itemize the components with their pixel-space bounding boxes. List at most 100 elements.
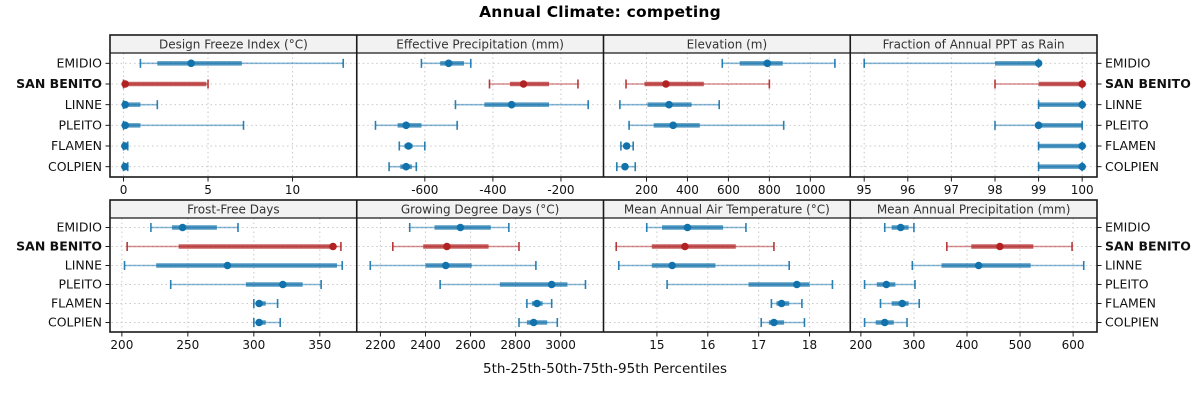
site-label-left-pleito: PLEITO bbox=[58, 118, 102, 133]
site-label-right-pleito: PLEITO bbox=[1105, 118, 1149, 133]
x-tick-label: 17 bbox=[751, 338, 766, 352]
x-tick-label: -400 bbox=[479, 183, 506, 197]
median-dot bbox=[974, 261, 983, 270]
series-san-benito bbox=[126, 242, 342, 251]
median-dot bbox=[547, 280, 556, 289]
series-emidio bbox=[863, 58, 1043, 68]
site-label-right-emidio: EMIDIO bbox=[1105, 220, 1151, 235]
median-dot bbox=[669, 121, 677, 130]
series-san-benito bbox=[946, 242, 1073, 251]
median-dot bbox=[665, 100, 673, 109]
site-label-left-emidio: EMIDIO bbox=[56, 56, 102, 71]
x-tick-label: 5 bbox=[204, 183, 212, 197]
site-label-right-colpien: COLPIEN bbox=[1105, 315, 1159, 330]
row-frame: EMIDIO EMIDIO SAN BENITO SAN BENITO LINNE LIN… bbox=[16, 34, 1191, 178]
series-pleito bbox=[628, 120, 785, 130]
x-tick-label: 300 bbox=[242, 338, 265, 352]
row-frame: EMIDIO EMIDIO SAN BENITO SAN BENITO LINNE LIN… bbox=[16, 199, 1191, 333]
x-tick-label: 2800 bbox=[500, 338, 531, 352]
x-tick-label: 350 bbox=[308, 338, 331, 352]
median-dot bbox=[668, 261, 676, 270]
series-flamen bbox=[620, 141, 634, 151]
panel-header-label: Effective Precipitation (mm) bbox=[396, 38, 564, 52]
series-colpien bbox=[388, 162, 418, 172]
site-label-right-emidio: EMIDIO bbox=[1105, 56, 1151, 71]
x-tick-label: 15 bbox=[649, 338, 664, 352]
series-flamen bbox=[526, 299, 553, 308]
series-linne bbox=[123, 261, 344, 270]
panel-growing-degree-days-c-: Growing Degree Days (°C) 2200 2400 2600 2800… bbox=[356, 199, 604, 352]
x-tick-label: 2600 bbox=[455, 338, 486, 352]
site-label-left-flamen: FLAMEN bbox=[51, 296, 102, 311]
median-dot bbox=[533, 299, 541, 308]
site-label-left-linne: LINNE bbox=[65, 258, 102, 273]
panel-header-label: Design Freeze Index (°C) bbox=[159, 38, 308, 52]
series-colpien bbox=[121, 162, 129, 172]
median-dot bbox=[1078, 80, 1086, 88]
median-dot bbox=[1034, 121, 1043, 130]
x-tick-label: 97 bbox=[944, 183, 959, 197]
median-dot bbox=[996, 242, 1004, 251]
median-dot bbox=[402, 121, 410, 130]
site-label-right-san-benito: SAN BENITO bbox=[1105, 76, 1191, 91]
site-label-right-flamen: FLAMEN bbox=[1105, 296, 1156, 311]
x-tick-label: 3000 bbox=[545, 338, 576, 352]
x-tick-label: 400 bbox=[676, 183, 699, 197]
site-label-left-colpien: COLPIEN bbox=[48, 315, 102, 330]
x-tick-label: 500 bbox=[1009, 338, 1032, 352]
series-linne bbox=[619, 100, 720, 110]
series-flamen bbox=[398, 141, 426, 151]
median-dot bbox=[896, 223, 905, 232]
median-dot bbox=[763, 59, 772, 68]
panel-header-label: Growing Degree Days (°C) bbox=[401, 203, 560, 217]
median-dot bbox=[441, 261, 450, 270]
series-colpien bbox=[518, 318, 559, 327]
median-dot bbox=[121, 162, 129, 171]
median-dot bbox=[529, 318, 538, 327]
series-flamen bbox=[1037, 141, 1086, 151]
site-label-left-linne: LINNE bbox=[65, 97, 102, 112]
median-dot bbox=[121, 121, 130, 130]
x-tick-label: 2200 bbox=[365, 338, 396, 352]
series-san-benito bbox=[121, 79, 209, 89]
series-emidio bbox=[645, 223, 747, 232]
median-dot bbox=[621, 162, 629, 171]
series-emidio bbox=[150, 223, 239, 232]
median-dot bbox=[507, 100, 516, 109]
median-dot bbox=[662, 80, 670, 88]
x-tick-label: 96 bbox=[900, 183, 915, 197]
x-tick-label: 800 bbox=[758, 183, 781, 197]
median-dot bbox=[1078, 162, 1086, 171]
x-tick-label: 2400 bbox=[410, 338, 441, 352]
site-label-left-emidio: EMIDIO bbox=[56, 220, 102, 235]
x-tick-label: 95 bbox=[857, 183, 872, 197]
site-label-right-linne: LINNE bbox=[1105, 258, 1142, 273]
median-dot bbox=[519, 80, 528, 88]
x-tick-label: 300 bbox=[902, 338, 925, 352]
site-label-left-pleito: PLEITO bbox=[58, 277, 102, 292]
panel-effective-precipitation-mm-: Effective Precipitation (mm) -600 -400 -200 bbox=[356, 34, 604, 197]
x-tick-label: 600 bbox=[1062, 338, 1085, 352]
x-tick-label: -200 bbox=[547, 183, 574, 197]
chart-title: Annual Climate: competing bbox=[479, 3, 721, 21]
series-san-benito bbox=[625, 79, 771, 89]
median-dot bbox=[121, 142, 129, 150]
panel-header-label: Frost-Free Days bbox=[187, 203, 280, 217]
panel-header-label: Mean Annual Precipitation (mm) bbox=[877, 203, 1071, 217]
series-pleito bbox=[121, 120, 245, 130]
x-tick-label: 98 bbox=[987, 183, 1002, 197]
series-linne bbox=[1037, 100, 1086, 110]
median-dot bbox=[1078, 142, 1086, 150]
series-emidio bbox=[408, 223, 510, 232]
series-colpien bbox=[1037, 162, 1086, 172]
series-linne bbox=[617, 261, 790, 270]
median-dot bbox=[279, 280, 287, 289]
series-linne bbox=[121, 100, 159, 110]
x-tick-label: 16 bbox=[700, 338, 715, 352]
series-emidio bbox=[420, 58, 472, 68]
site-label-right-linne: LINNE bbox=[1105, 97, 1142, 112]
x-tick-label: 99 bbox=[1031, 183, 1046, 197]
median-dot bbox=[443, 242, 451, 251]
